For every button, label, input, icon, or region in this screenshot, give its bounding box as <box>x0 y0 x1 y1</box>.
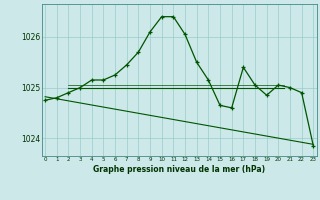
X-axis label: Graphe pression niveau de la mer (hPa): Graphe pression niveau de la mer (hPa) <box>93 165 265 174</box>
